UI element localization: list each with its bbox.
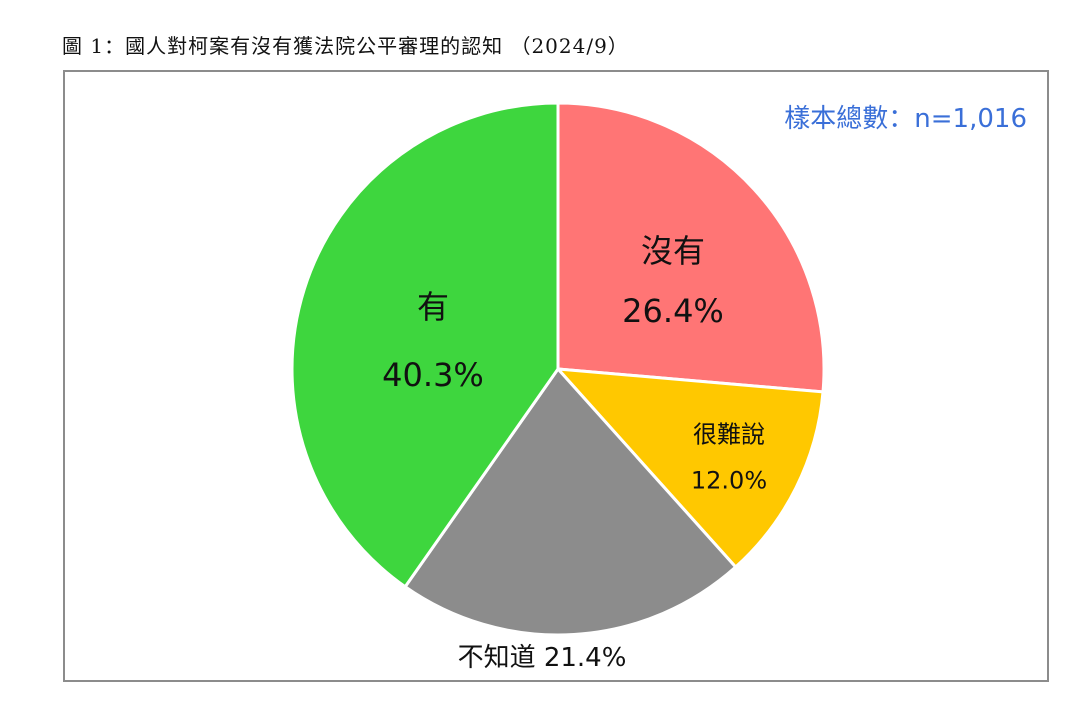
slice-label-3: 不知道 21.4%: [458, 643, 627, 673]
chart-frame: 樣本總數：n=1,016 沒有 26.4% 很難說 12.0% 不知道 21.4% 有 40…: [63, 70, 1049, 682]
slice-name-4: 有: [417, 288, 449, 326]
slice-name-1: 沒有: [641, 232, 705, 270]
slice-value-2: 12.0%: [691, 466, 767, 494]
figure-title: 圖 1：國人對柯案有沒有獲法院公平審理的認知 （2024/9）: [62, 34, 629, 58]
pie-slice-2: [554, 367, 825, 570]
slice-value-4: 40.3%: [382, 356, 484, 394]
slice-value-1: 26.4%: [622, 292, 724, 330]
pie-slice-1: [556, 101, 826, 394]
sample-size-label: 樣本總數：n=1,016: [784, 104, 1027, 134]
pie-chart: 沒有 26.4% 很難說 12.0% 不知道 21.4% 有 40.3%: [290, 101, 826, 673]
pie-slice-3: [403, 366, 738, 637]
slice-name-2: 很難說: [693, 420, 765, 448]
pie-slice-4: [290, 101, 560, 589]
